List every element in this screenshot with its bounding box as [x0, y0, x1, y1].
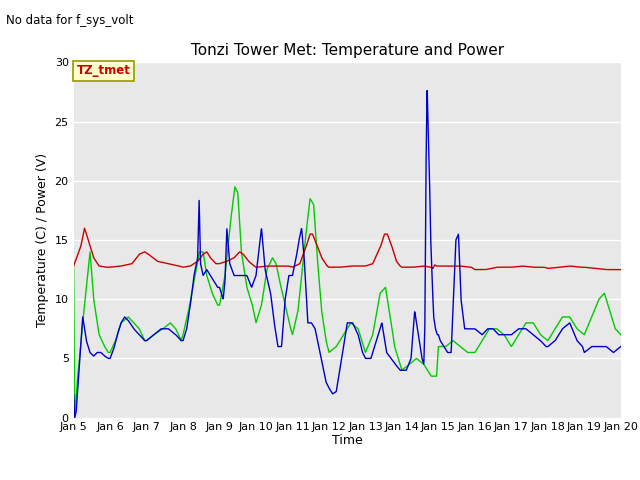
- Legend: Panel T, Battery V, Air T: Panel T, Battery V, Air T: [198, 477, 496, 480]
- X-axis label: Time: Time: [332, 434, 363, 447]
- Title: Tonzi Tower Met: Temperature and Power: Tonzi Tower Met: Temperature and Power: [191, 44, 504, 59]
- Text: TZ_tmet: TZ_tmet: [77, 64, 131, 77]
- Text: No data for f_sys_volt: No data for f_sys_volt: [6, 14, 134, 27]
- Y-axis label: Temperature (C) / Power (V): Temperature (C) / Power (V): [36, 153, 49, 327]
